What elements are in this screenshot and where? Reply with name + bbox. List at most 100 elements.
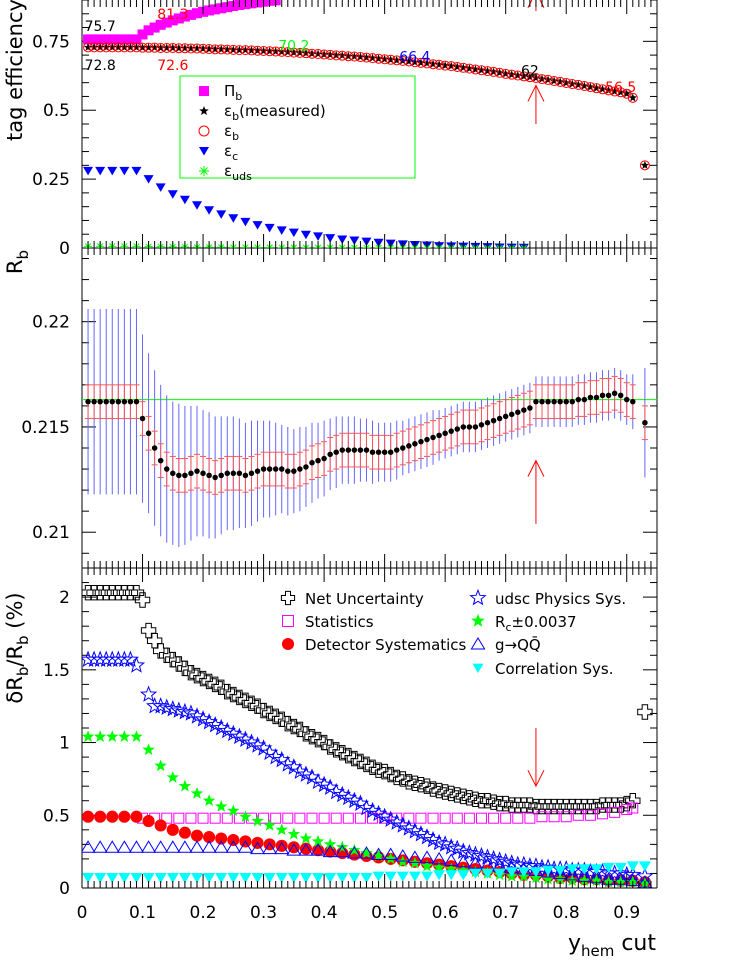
uncertainty-point bbox=[286, 843, 302, 856]
uncertainty-legend-marker bbox=[281, 637, 295, 651]
efficiency-point bbox=[216, 44, 227, 55]
uncertainty-point bbox=[572, 809, 584, 821]
efficiency-point bbox=[83, 34, 94, 45]
uncertainty-point bbox=[443, 853, 459, 866]
efficiency-point bbox=[95, 42, 106, 53]
uncertainty-y-label: δRb/Rb (%) bbox=[3, 592, 32, 703]
efficiency-annotation: 81.3 bbox=[157, 7, 188, 23]
uncertainty-point bbox=[384, 871, 397, 882]
uncertainty-point bbox=[457, 870, 470, 881]
efficiency-point bbox=[440, 61, 450, 70]
uncertainty-point bbox=[237, 840, 253, 853]
uncertainty-point bbox=[93, 730, 107, 742]
rb-point bbox=[351, 447, 358, 453]
uncertainty-point bbox=[427, 812, 439, 824]
rb-point bbox=[121, 398, 128, 405]
rb-point bbox=[369, 449, 376, 455]
uncertainty-y-axis: 0 0.5 1 1.5 2 bbox=[43, 567, 657, 899]
efficiency-legend-marker bbox=[199, 147, 209, 156]
uncertainty-point bbox=[430, 833, 448, 851]
efficiency-point bbox=[373, 53, 384, 64]
efficiency-point bbox=[132, 42, 141, 52]
efficiency-point bbox=[465, 64, 474, 73]
uncertainty-series-1 bbox=[137, 802, 639, 824]
uncertainty-point bbox=[142, 815, 155, 828]
efficiency-annotation: 56.5 bbox=[605, 80, 636, 96]
rb-point bbox=[545, 398, 551, 405]
efficiency-point bbox=[173, 13, 184, 24]
uncertainty-point bbox=[354, 812, 366, 824]
efficiency-point bbox=[131, 34, 142, 45]
efficiency-point bbox=[113, 42, 124, 53]
efficiency-point bbox=[216, 210, 227, 219]
uncertainty-point bbox=[215, 873, 228, 884]
rb-point bbox=[176, 472, 182, 479]
legend-base: ε bbox=[224, 142, 232, 160]
efficiency-point bbox=[119, 166, 130, 176]
uncertainty-y-label-part: (%) bbox=[3, 592, 27, 635]
uncertainty-point bbox=[158, 698, 176, 715]
efficiency-point bbox=[362, 53, 371, 62]
uncertainty-point bbox=[437, 784, 453, 800]
efficiency-point bbox=[107, 166, 118, 176]
efficiency-point bbox=[586, 82, 595, 91]
uncertainty-point bbox=[274, 841, 290, 855]
legend-sub: c bbox=[232, 150, 238, 163]
efficiency-point bbox=[252, 221, 263, 230]
rb-point bbox=[539, 398, 545, 405]
rb-point bbox=[587, 394, 594, 401]
efficiency-point bbox=[185, 9, 196, 20]
x-axis-label-main: y bbox=[568, 931, 581, 956]
uncertainty-point bbox=[490, 851, 509, 868]
uncertainty-point bbox=[310, 731, 326, 748]
uncertainty-y-tick-label: 0.5 bbox=[43, 806, 70, 826]
efficiency-point bbox=[192, 44, 202, 53]
uncertainty-legend-marker bbox=[472, 663, 484, 673]
rb-point bbox=[224, 470, 231, 477]
efficiency-point bbox=[422, 58, 432, 68]
uncertainty-point bbox=[304, 729, 320, 745]
legend-text: g→QQ̄ bbox=[495, 635, 541, 654]
legend-rest: ±0.0037 bbox=[512, 613, 577, 631]
rb-point bbox=[303, 464, 309, 470]
uncertainty-point bbox=[183, 665, 199, 681]
efficiency-point bbox=[119, 34, 130, 45]
uncertainty-point bbox=[237, 692, 254, 709]
uncertainty-point bbox=[130, 873, 143, 884]
uncertainty-point bbox=[358, 846, 374, 859]
uncertainty-point bbox=[154, 759, 167, 772]
uncertainty-legend-marker bbox=[470, 636, 486, 650]
efficiency-point bbox=[120, 42, 129, 52]
uncertainty-point bbox=[261, 705, 278, 722]
efficiency-point bbox=[494, 67, 505, 78]
uncertainty-point bbox=[312, 844, 325, 857]
rb-point bbox=[490, 417, 497, 424]
efficiency-y-tick-label: 0 bbox=[59, 239, 70, 259]
rb-cut-arrow-head bbox=[527, 459, 545, 477]
uncertainty-point bbox=[128, 585, 145, 601]
uncertainty-point bbox=[280, 715, 296, 732]
uncertainty-point bbox=[481, 868, 494, 879]
efficiency-point bbox=[95, 42, 105, 52]
efficiency-point bbox=[150, 43, 159, 52]
uncertainty-y-tick-label: 0 bbox=[59, 879, 70, 899]
uncertainty-point bbox=[334, 745, 350, 761]
uncertainty-point bbox=[116, 840, 132, 853]
efficiency-series-3 bbox=[83, 166, 529, 248]
efficiency-point bbox=[385, 54, 396, 65]
efficiency-point bbox=[549, 76, 560, 87]
rb-point bbox=[430, 434, 436, 441]
efficiency-point bbox=[143, 175, 154, 184]
rb-point bbox=[272, 466, 279, 472]
efficiency-point bbox=[162, 43, 172, 52]
efficiency-point bbox=[247, 45, 256, 55]
uncertainty-point bbox=[145, 697, 164, 714]
efficiency-point bbox=[210, 4, 221, 15]
uncertainty-point bbox=[251, 814, 264, 827]
efficiency-point bbox=[288, 47, 299, 58]
uncertainty-point bbox=[299, 873, 312, 884]
efficiency-point bbox=[300, 230, 311, 240]
uncertainty-point bbox=[287, 827, 301, 840]
rb-point bbox=[97, 398, 103, 405]
